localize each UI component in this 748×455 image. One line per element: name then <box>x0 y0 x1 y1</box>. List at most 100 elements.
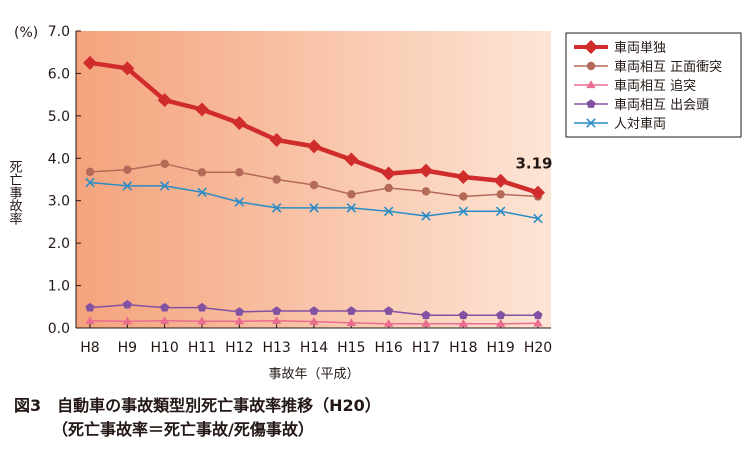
y-tick-label: 5.0 <box>48 109 70 125</box>
data-point <box>157 93 172 108</box>
legend-marker <box>584 40 598 54</box>
data-point <box>85 167 95 177</box>
data-point <box>122 181 133 191</box>
data-point <box>159 181 170 191</box>
data-point <box>495 206 506 217</box>
data-point <box>493 173 508 188</box>
data-point <box>195 102 209 117</box>
legend-label: 人対車両 <box>614 117 666 132</box>
data-point <box>344 152 359 167</box>
data-label-3-19: 3.19 <box>515 155 552 173</box>
x-tick-label: H17 <box>412 340 440 356</box>
series-0 <box>83 55 545 200</box>
data-point <box>234 197 245 207</box>
x-tick-label: H15 <box>337 340 365 356</box>
x-tick-label: H19 <box>486 340 514 356</box>
data-point <box>120 61 135 76</box>
data-point <box>272 175 281 184</box>
series-1 <box>85 159 543 201</box>
data-point <box>456 169 471 184</box>
data-point <box>122 299 132 309</box>
data-point <box>384 306 394 315</box>
data-point <box>123 165 132 174</box>
x-tick-label: H10 <box>150 340 178 356</box>
figure-caption-line1: 図3 自動車の事故類型別死亡事故率推移（H20） <box>14 396 381 415</box>
data-point <box>419 163 433 178</box>
data-point <box>307 139 321 154</box>
data-point <box>85 177 95 188</box>
data-point <box>83 55 97 70</box>
y-tick-label: 1.0 <box>48 279 70 295</box>
data-point <box>421 187 431 196</box>
data-point <box>383 319 394 327</box>
data-point <box>197 316 207 325</box>
data-point <box>458 310 468 320</box>
series-4 <box>85 177 543 224</box>
legend-label: 車両単独 <box>614 40 666 56</box>
legend-label: 車両相互 追突 <box>614 78 696 94</box>
data-point <box>347 190 356 199</box>
legend-label: 車両相互 正面衝突 <box>614 59 722 75</box>
legend-marker <box>586 80 596 89</box>
data-point <box>533 213 543 224</box>
data-point <box>271 316 282 324</box>
legend-item-1: 車両相互 正面衝突 <box>574 59 722 75</box>
x-tick-label: H14 <box>300 340 328 356</box>
x-tick-label: H13 <box>262 340 290 356</box>
y-tick-labels: 0.0 1.0 2.0 3.0 4.0 5.0 6.0 7.0 <box>48 24 81 337</box>
data-point <box>271 203 282 213</box>
data-point <box>421 310 431 320</box>
data-point <box>197 302 207 312</box>
series-2 <box>85 316 543 327</box>
legend-marker <box>586 118 596 128</box>
legend-marker <box>586 61 596 71</box>
data-point <box>160 302 170 312</box>
data-point <box>269 133 284 148</box>
data-point <box>234 307 244 316</box>
x-tick-labels: H8 H9 H10 H11 H12 H13 H14 H15 H16 H17 H18 H19 H20 <box>80 323 552 356</box>
x-tick-label: H11 <box>188 340 216 356</box>
legend-item-2: 車両相互 追突 <box>574 78 696 94</box>
data-point <box>531 185 545 200</box>
series-3 <box>85 299 543 320</box>
data-point <box>309 203 319 213</box>
data-point <box>234 316 245 325</box>
y-unit-label: (%) <box>14 25 38 41</box>
data-point <box>235 168 244 177</box>
data-point <box>421 211 431 221</box>
data-point <box>346 306 356 315</box>
data-point <box>421 319 431 327</box>
legend-marker <box>586 99 596 108</box>
data-point <box>160 159 169 169</box>
data-point <box>383 206 394 217</box>
data-point <box>122 316 133 325</box>
data-point <box>381 166 396 181</box>
y-axis-title: 死亡事故率 <box>7 160 23 225</box>
data-point <box>346 318 357 327</box>
legend-item-4: 人対車両 <box>574 117 666 132</box>
x-tick-label: H18 <box>449 340 477 356</box>
data-point <box>197 168 207 177</box>
x-tick-label: H8 <box>80 340 99 356</box>
data-point <box>458 319 469 327</box>
data-point <box>197 187 207 197</box>
y-tick-label: 2.0 <box>48 236 70 252</box>
data-point <box>232 116 247 131</box>
data-point <box>496 310 506 320</box>
x-axis-title: 事故年（平成） <box>268 367 359 382</box>
y-tick-label: 6.0 <box>48 66 70 82</box>
data-point <box>496 190 505 199</box>
y-tick-label: 3.0 <box>48 194 70 210</box>
data-point <box>346 203 357 213</box>
y-tick-label: 4.0 <box>48 151 70 167</box>
legend-item-3: 車両相互 出会頭 <box>574 98 709 113</box>
data-point <box>309 180 319 190</box>
data-point <box>309 306 319 315</box>
y-tick-label: 0.0 <box>48 321 70 337</box>
x-tick-label: H20 <box>524 340 552 356</box>
data-point <box>309 316 319 325</box>
figure-caption-line2: （死亡事故率＝死亡事故/死傷事故） <box>52 420 314 439</box>
legend-item-0: 車両単独 <box>574 40 666 56</box>
